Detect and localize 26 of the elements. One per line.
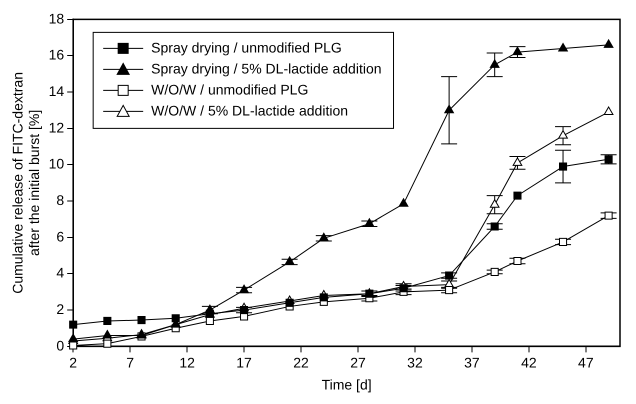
x-tick-label: 37	[464, 354, 480, 371]
y-tick-label: 8	[56, 192, 64, 208]
x-tick-label: 32	[407, 354, 423, 371]
y-tick-label: 10	[48, 156, 64, 172]
y-axis-title: Cumulative release of FITC-dextran after the initial burst [%]	[9, 72, 42, 294]
y-tick-label: 18	[48, 10, 64, 26]
x-tick-label: 12	[179, 354, 196, 371]
x-axis-title: Time [d]	[322, 376, 372, 392]
y-tick-label: 4	[56, 264, 64, 281]
x-tick-label: 22	[293, 354, 310, 371]
x-tick-label: 42	[521, 354, 537, 371]
y-tick-label: 12	[48, 119, 64, 136]
y-tick-label: 2	[56, 300, 64, 317]
legend-label: Spray drying / 5% DL-lactide addition	[151, 60, 382, 76]
y-tick-label: 6	[56, 228, 64, 244]
legend-label: W/O/W / 5% DL-lactide addition	[151, 102, 348, 118]
legend-label: Spray drying / unmodified PLG	[151, 39, 342, 56]
x-tick-label: 2	[69, 354, 78, 371]
x-tick-label: 7	[126, 354, 134, 371]
x-tick-label: 27	[350, 354, 366, 371]
y-tick-label: 16	[48, 46, 64, 63]
x-tick-label: 47	[578, 354, 594, 371]
y-tick-label: 0	[56, 337, 64, 354]
x-tick-label: 17	[236, 354, 252, 371]
y-tick-label: 14	[48, 82, 64, 99]
legend-label: W/O/W / unmodified PLG	[151, 81, 308, 98]
